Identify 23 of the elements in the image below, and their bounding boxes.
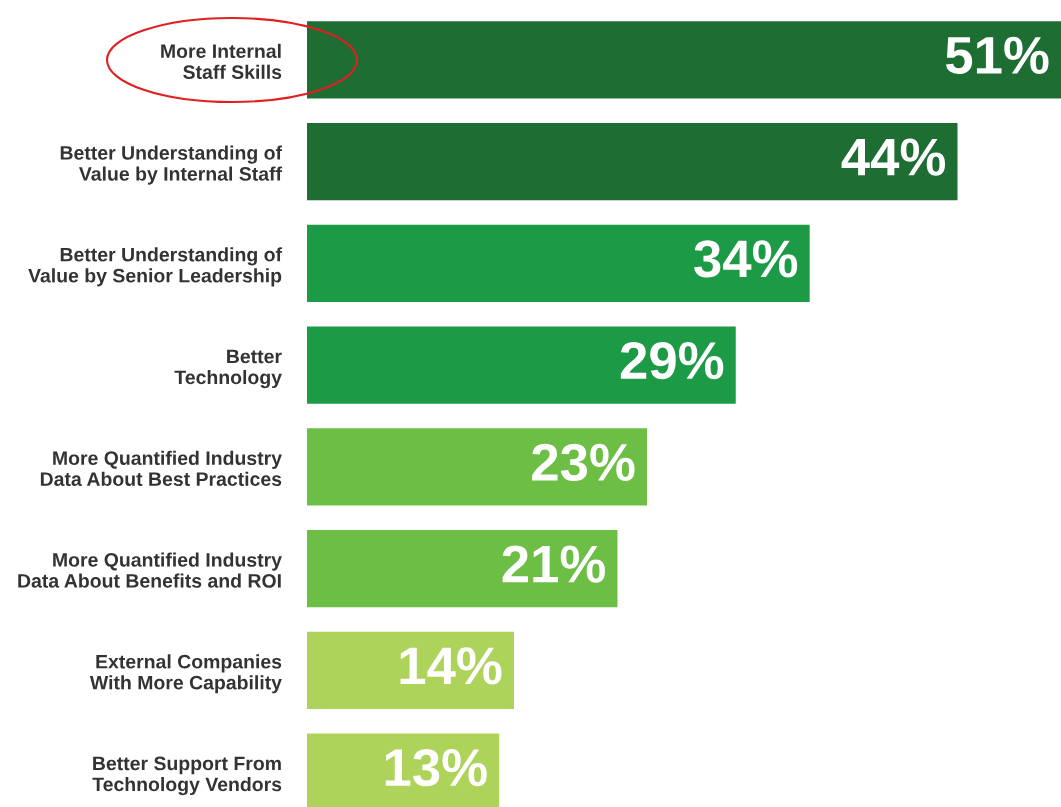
bar: [307, 529, 618, 608]
bar: [307, 224, 810, 303]
y-tick-label: Better Support From Technology Vendors: [92, 756, 282, 796]
bar: [307, 122, 958, 201]
y-tick-label: More Quantified Industry Data About Benefits and ROI: [18, 552, 282, 588]
data-label: 23%: [532, 443, 635, 482]
y-tick-label: Better Technology: [174, 349, 282, 389]
data-label: 34%: [694, 240, 798, 278]
bar: [307, 428, 648, 506]
y-tick-label: More Internal Staff Skills: [161, 43, 282, 79]
y-tick-label: External Companies With More Capability: [89, 654, 282, 694]
y-tick-label: More Quantified Industry Data About Best Practices: [40, 450, 282, 486]
bar: [307, 21, 1061, 99]
y-tick-label: Better Understanding of Value by Internal Staff: [60, 145, 283, 185]
data-label: 14%: [400, 647, 502, 685]
bar: [307, 326, 736, 404]
data-label: 13%: [385, 748, 487, 787]
data-label: 51%: [945, 36, 1049, 75]
data-label: 44%: [841, 138, 946, 176]
bar: [307, 631, 514, 710]
data-label: 29%: [620, 341, 724, 380]
y-tick-label: Better Understanding of Value by Senior Leadership: [28, 247, 283, 287]
data-label: 21%: [502, 545, 605, 583]
